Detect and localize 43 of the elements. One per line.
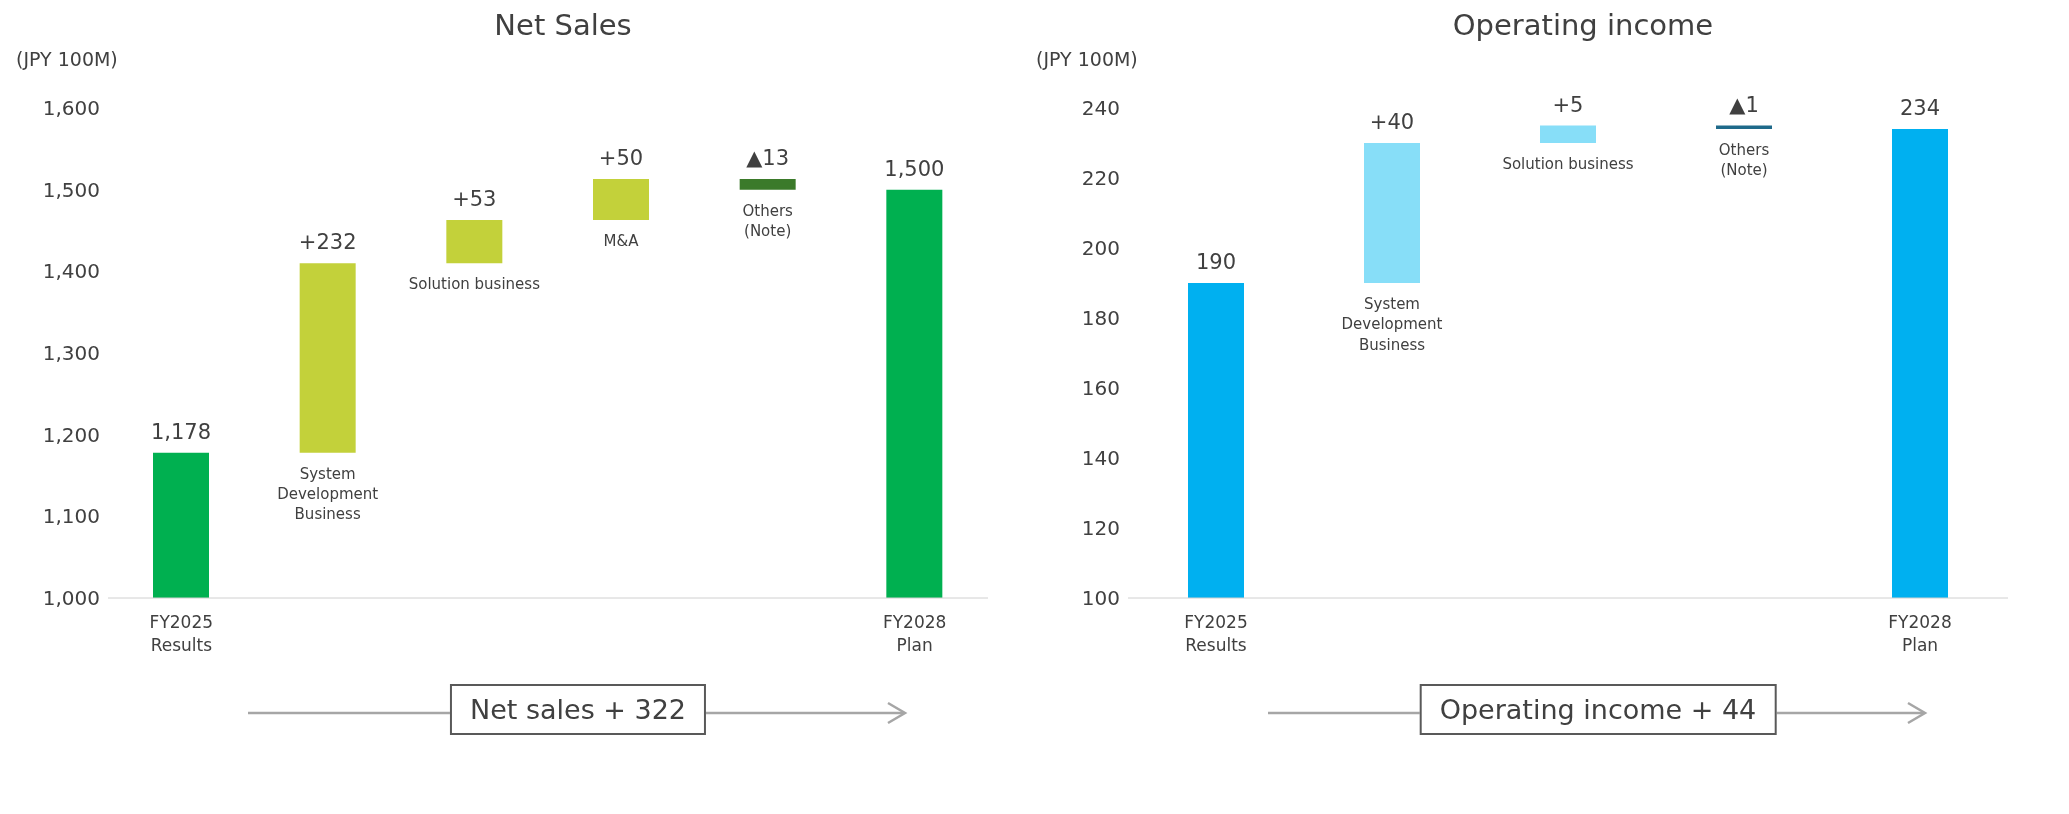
data-label: +5 xyxy=(1552,92,1584,117)
data-label: +50 xyxy=(598,146,644,171)
data-label: 1,500 xyxy=(884,156,945,181)
y-tick-label: 180 xyxy=(1081,306,1120,331)
x-tick-label: Others (Note) xyxy=(1718,141,1770,180)
data-label: 190 xyxy=(1195,250,1237,274)
y-tick-label: 120 xyxy=(1081,516,1120,541)
y-tick-label: 160 xyxy=(1081,376,1120,401)
x-tick-label: System Development Business xyxy=(1341,295,1443,354)
x-tick-label: FY2028 Plan xyxy=(882,612,947,655)
y-tick-label: 1,000 xyxy=(42,586,100,611)
data-label: +53 xyxy=(452,186,497,211)
text: Net sales + 322 xyxy=(449,684,707,735)
y-tick-label: 1,400 xyxy=(42,259,100,284)
y-tick-label: 100 xyxy=(1081,586,1120,611)
data-label: 1,178 xyxy=(150,419,212,444)
y-tick-label: 220 xyxy=(1081,166,1120,191)
x-tick-label: M&A xyxy=(603,231,640,250)
y-tick-label: 140 xyxy=(1081,446,1120,471)
x-tick-label: System Development Business xyxy=(277,464,379,524)
y-axis-title: (JPY 100M) xyxy=(15,48,119,72)
x-tick-label: FY2025 Results xyxy=(149,612,214,655)
data-label: ▲13 xyxy=(746,146,790,171)
x-tick-label: Solution business xyxy=(1502,155,1634,173)
data-label: +40 xyxy=(1369,110,1415,134)
chart-title: Operating income xyxy=(1451,8,1715,44)
x-tick-label: Solution business xyxy=(408,275,541,294)
data-label: ▲1 xyxy=(1729,92,1759,117)
y-axis-title: (JPY 100M) xyxy=(1035,48,1139,72)
y-tick-label: 1,200 xyxy=(42,422,100,447)
chart-title: Net Sales xyxy=(493,8,633,44)
y-tick-label: 200 xyxy=(1081,236,1120,261)
data-label: 234 xyxy=(1899,96,1941,120)
y-tick-label: 1,500 xyxy=(42,177,100,202)
x-tick-label: Others (Note) xyxy=(742,201,794,240)
y-tick-label: 240 xyxy=(1081,96,1120,121)
text: Operating income + 44 xyxy=(1419,684,1777,735)
y-tick-label: 1,600 xyxy=(42,96,100,121)
x-tick-label: FY2025 Results xyxy=(1184,612,1248,655)
y-tick-label: 1,100 xyxy=(42,504,100,529)
y-tick-label: 1,300 xyxy=(42,341,100,366)
x-tick-label: FY2028 Plan xyxy=(1888,612,1952,655)
data-label: +232 xyxy=(298,230,357,255)
